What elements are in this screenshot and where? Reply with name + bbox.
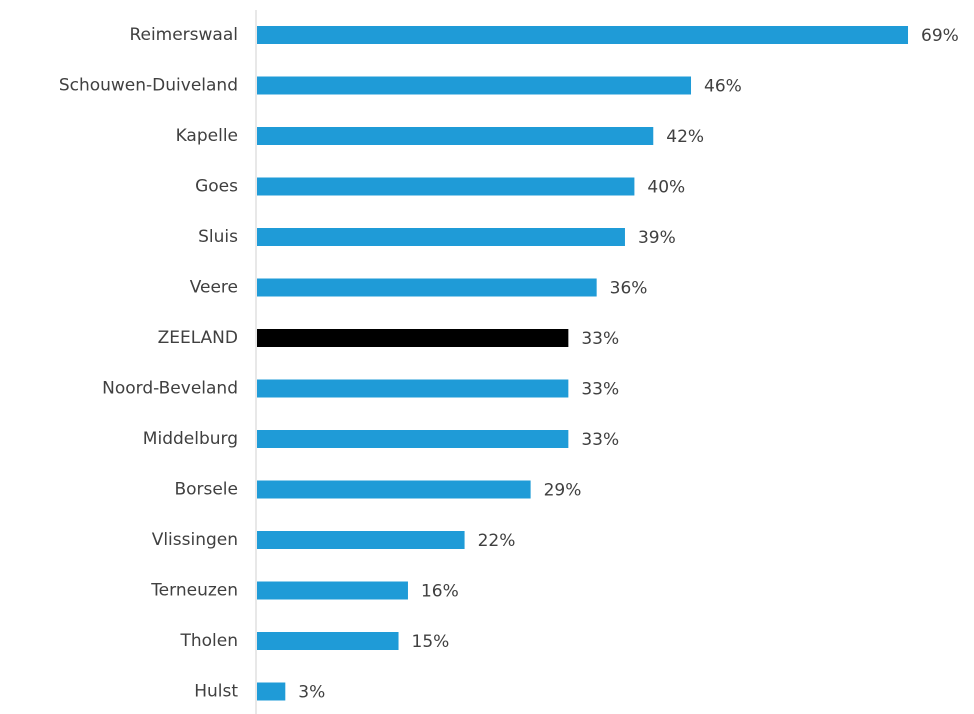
value-label: 29% bbox=[544, 481, 582, 501]
bar bbox=[257, 682, 286, 701]
bar bbox=[257, 632, 399, 650]
value-label: 40% bbox=[647, 178, 685, 198]
category-label: Reimerswaal bbox=[129, 25, 238, 45]
bar bbox=[257, 480, 531, 499]
value-label: 42% bbox=[666, 127, 704, 147]
value-label: 33% bbox=[581, 329, 619, 349]
bar bbox=[257, 228, 625, 246]
value-label: 33% bbox=[581, 430, 619, 450]
bar bbox=[257, 581, 408, 600]
category-label: Vlissingen bbox=[152, 530, 238, 550]
category-label: Veere bbox=[190, 278, 238, 298]
value-label: 22% bbox=[478, 531, 516, 551]
bar bbox=[257, 430, 569, 448]
bar bbox=[257, 329, 569, 347]
category-label: Kapelle bbox=[176, 126, 238, 146]
value-label: 36% bbox=[610, 279, 648, 299]
bar bbox=[257, 26, 909, 44]
category-label: Goes bbox=[195, 177, 238, 197]
category-label: Sluis bbox=[198, 227, 238, 247]
category-label: Terneuzen bbox=[150, 581, 238, 601]
bar bbox=[257, 278, 597, 297]
value-label: 69% bbox=[921, 26, 959, 46]
category-label: Schouwen-Duiveland bbox=[59, 76, 238, 96]
value-label: 3% bbox=[298, 683, 325, 703]
bar bbox=[257, 531, 465, 549]
bar bbox=[257, 76, 692, 95]
bar bbox=[257, 379, 569, 398]
bar bbox=[257, 127, 654, 145]
value-label: 15% bbox=[412, 632, 450, 652]
value-label: 39% bbox=[638, 228, 676, 248]
value-label: 16% bbox=[421, 582, 459, 602]
category-label: ZEELAND bbox=[158, 328, 238, 348]
bar bbox=[257, 177, 635, 196]
category-label: Middelburg bbox=[143, 429, 238, 449]
category-label: Tholen bbox=[179, 631, 238, 651]
category-label: Borsele bbox=[174, 480, 238, 500]
value-label: 46% bbox=[704, 77, 742, 97]
category-label: Hulst bbox=[194, 682, 238, 702]
value-label: 33% bbox=[581, 380, 619, 400]
category-label: Noord-Beveland bbox=[102, 379, 238, 399]
